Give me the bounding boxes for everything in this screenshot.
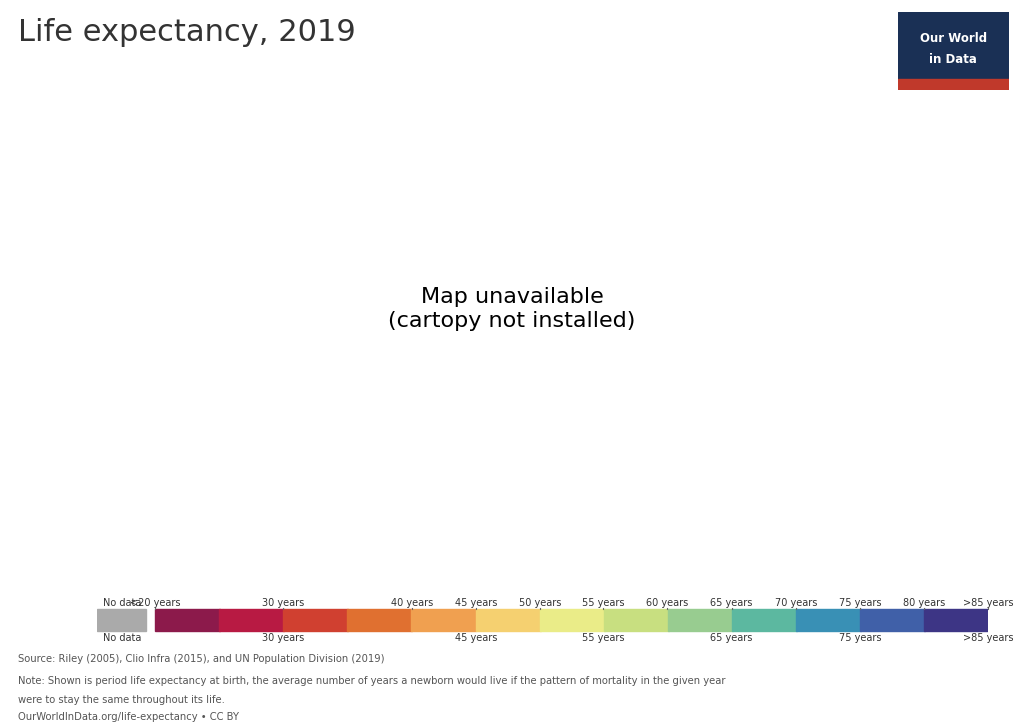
Text: 30 years: 30 years — [262, 598, 304, 608]
Text: >85 years: >85 years — [963, 633, 1014, 643]
Text: 55 years: 55 years — [582, 598, 625, 608]
Bar — [604, 609, 669, 630]
Text: Our World: Our World — [920, 33, 987, 46]
Bar — [860, 609, 925, 630]
Bar — [475, 609, 541, 630]
Bar — [732, 609, 797, 630]
Text: 60 years: 60 years — [646, 598, 688, 608]
Bar — [284, 609, 348, 630]
Bar — [156, 609, 220, 630]
Text: Source: Riley (2005), Clio Infra (2015), and UN Population Division (2019): Source: Riley (2005), Clio Infra (2015),… — [18, 654, 385, 664]
Text: No data: No data — [102, 633, 141, 643]
Text: Map unavailable
(cartopy not installed): Map unavailable (cartopy not installed) — [388, 288, 636, 330]
Text: 75 years: 75 years — [839, 633, 881, 643]
Bar — [412, 609, 476, 630]
Text: 80 years: 80 years — [903, 598, 945, 608]
Text: 40 years: 40 years — [390, 598, 433, 608]
Text: 45 years: 45 years — [455, 598, 497, 608]
Text: <20 years: <20 years — [130, 598, 180, 608]
Bar — [796, 609, 861, 630]
Bar — [219, 609, 285, 630]
Text: Life expectancy, 2019: Life expectancy, 2019 — [18, 18, 356, 47]
Text: were to stay the same throughout its life.: were to stay the same throughout its lif… — [18, 695, 225, 705]
Text: 75 years: 75 years — [839, 598, 881, 608]
Text: 55 years: 55 years — [582, 633, 625, 643]
Text: No data: No data — [102, 598, 141, 608]
Bar — [97, 609, 146, 630]
Text: in Data: in Data — [930, 54, 977, 67]
Text: 65 years: 65 years — [711, 598, 753, 608]
Bar — [898, 79, 1009, 90]
Text: 45 years: 45 years — [455, 633, 497, 643]
Text: OurWorldInData.org/life-expectancy • CC BY: OurWorldInData.org/life-expectancy • CC … — [18, 712, 240, 722]
Bar — [347, 609, 413, 630]
Text: 30 years: 30 years — [262, 633, 304, 643]
Text: >85 years: >85 years — [963, 598, 1014, 608]
Bar — [540, 609, 604, 630]
Text: 70 years: 70 years — [774, 598, 817, 608]
Text: Note: Shown is period life expectancy at birth, the average number of years a ne: Note: Shown is period life expectancy at… — [18, 676, 726, 686]
Bar — [668, 609, 733, 630]
Text: 65 years: 65 years — [711, 633, 753, 643]
Text: 50 years: 50 years — [519, 598, 561, 608]
Bar — [924, 609, 989, 630]
